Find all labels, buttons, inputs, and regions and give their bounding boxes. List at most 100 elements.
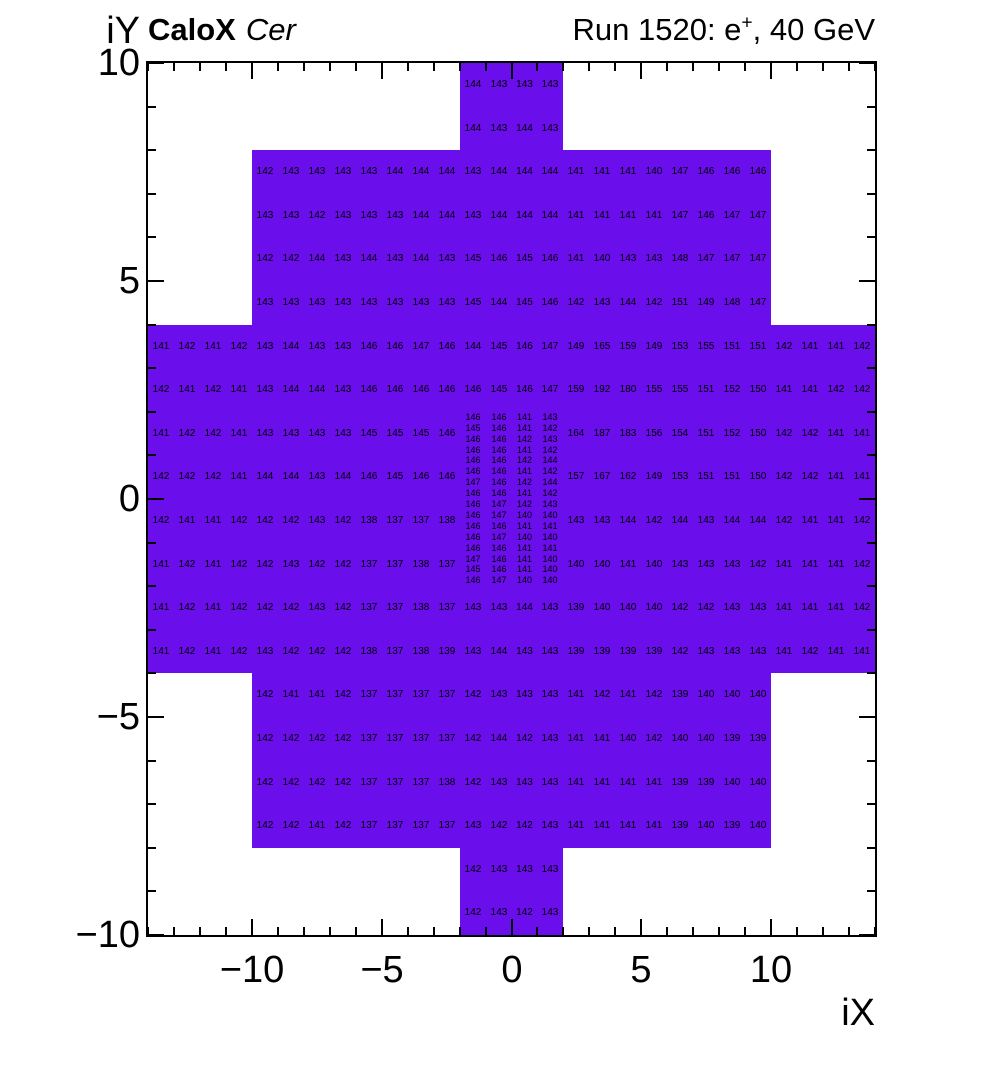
axis-tick: [225, 927, 227, 935]
heatmap-cell: 142: [278, 237, 304, 281]
axis-tick: [148, 324, 156, 326]
heatmap-cell: 145: [460, 564, 486, 575]
heatmap-cell: 147: [719, 194, 745, 237]
heatmap-cell: 143: [486, 891, 512, 935]
axis-tick: [277, 63, 279, 71]
axis-tick: [407, 63, 409, 71]
heatmap-cell: 143: [460, 630, 486, 673]
heatmap-cell: 142: [667, 586, 693, 630]
heatmap-cell: 142: [148, 368, 174, 412]
heatmap-cell: 145: [486, 368, 512, 412]
heatmap-cell: 142: [174, 455, 200, 499]
heatmap-cell: 141: [641, 804, 667, 848]
heatmap-cell: 140: [641, 586, 667, 630]
heatmap-cell: 141: [278, 673, 304, 717]
heatmap-cell: 141: [641, 194, 667, 237]
axis-tick: [867, 324, 875, 326]
heatmap-cell: 146: [460, 466, 486, 477]
heatmap-cell: 138: [408, 586, 434, 630]
heatmap-cell: 141: [563, 804, 589, 848]
heatmap-cell: 144: [667, 499, 693, 543]
heatmap-cell: 151: [719, 455, 745, 499]
heatmap-cell: 142: [563, 281, 589, 325]
heatmap-cell: 148: [667, 237, 693, 281]
heatmap-cell: 137: [434, 586, 460, 630]
heatmap-cell: 141: [200, 630, 226, 673]
heatmap-cell: 144: [512, 586, 537, 630]
axis-tick: [867, 542, 875, 544]
axis-tick: [867, 585, 875, 587]
heatmap-cell: 142: [512, 477, 537, 488]
axis-tick: [796, 63, 798, 71]
heatmap-cell: 141: [589, 804, 615, 848]
heatmap-cell: 141: [512, 554, 537, 564]
heatmap-cell: 143: [330, 368, 356, 412]
heatmap-cell: 142: [252, 761, 278, 804]
heatmap-cell: 145: [382, 455, 408, 499]
heatmap-cell: 142: [512, 434, 537, 445]
heatmap-cell: 143: [537, 848, 563, 891]
heatmap-cell: 142: [148, 499, 174, 543]
heatmap-cell: 142: [252, 237, 278, 281]
heatmap-cell: 143: [719, 630, 745, 673]
heatmap-cell: 140: [667, 717, 693, 761]
heatmap-cell: 146: [460, 543, 486, 554]
heatmap-cell: 143: [615, 237, 641, 281]
y-tick-label: −10: [75, 914, 140, 956]
heatmap-cell: 142: [693, 586, 719, 630]
heatmap-cell: 142: [512, 891, 537, 935]
heatmap-cell: 150: [745, 412, 771, 455]
heatmap-cell: 143: [330, 194, 356, 237]
axis-tick: [148, 149, 156, 151]
heatmap-cell: 143: [512, 63, 537, 107]
heatmap-cell: 144: [252, 455, 278, 499]
axis-tick: [148, 367, 156, 369]
heatmap-cell: 140: [537, 554, 563, 564]
heatmap-cell: 146: [486, 412, 512, 423]
axis-tick: [148, 760, 156, 762]
axis-tick: [744, 63, 746, 71]
heatmap-cell: 143: [460, 586, 486, 630]
heatmap-cell: 151: [693, 412, 719, 455]
axis-tick: [867, 629, 875, 631]
particle-charge-superscript: +: [741, 12, 753, 34]
heatmap-cell: 137: [356, 586, 382, 630]
heatmap-cell: 156: [641, 412, 667, 455]
heatmap-cell: 137: [382, 630, 408, 673]
heatmap-cell: 146: [486, 237, 512, 281]
heatmap-cell: 143: [512, 630, 537, 673]
heatmap-cell: 143: [693, 499, 719, 543]
axis-tick: [867, 411, 875, 413]
heatmap-cell: 140: [641, 543, 667, 586]
heatmap-cell: 143: [537, 804, 563, 848]
axis-tick: [148, 62, 164, 64]
heatmap-cell: 144: [460, 63, 486, 107]
heatmap-cell: 137: [356, 804, 382, 848]
heatmap-cell: 164: [563, 412, 589, 455]
heatmap-cell: 146: [408, 368, 434, 412]
heatmap-cell: 143: [537, 761, 563, 804]
heatmap-cell: 141: [641, 761, 667, 804]
heatmap-cell: 146: [356, 368, 382, 412]
heatmap-cell: 145: [356, 412, 382, 455]
heatmap-cell: 141: [849, 455, 875, 499]
heatmap-cell: 139: [434, 630, 460, 673]
axis-tick: [796, 927, 798, 935]
heatmap-cell: 141: [797, 499, 823, 543]
heatmap-cell: 137: [408, 761, 434, 804]
axis-tick: [718, 927, 720, 935]
axis-tick: [148, 542, 156, 544]
heatmap-cell: 142: [330, 717, 356, 761]
heatmap-cell: 144: [537, 455, 563, 466]
x-tick-label: 5: [630, 949, 652, 991]
heatmap-cell: 141: [512, 423, 537, 434]
heatmap-cell: 142: [537, 488, 563, 499]
heatmap-cell: 142: [330, 499, 356, 543]
heatmap-cell: 147: [693, 237, 719, 281]
heatmap-cell: 142: [771, 499, 797, 543]
heatmap-cell: 140: [693, 717, 719, 761]
axis-tick: [485, 63, 487, 71]
heatmap-cell: 153: [667, 325, 693, 368]
axis-tick: [588, 927, 590, 935]
